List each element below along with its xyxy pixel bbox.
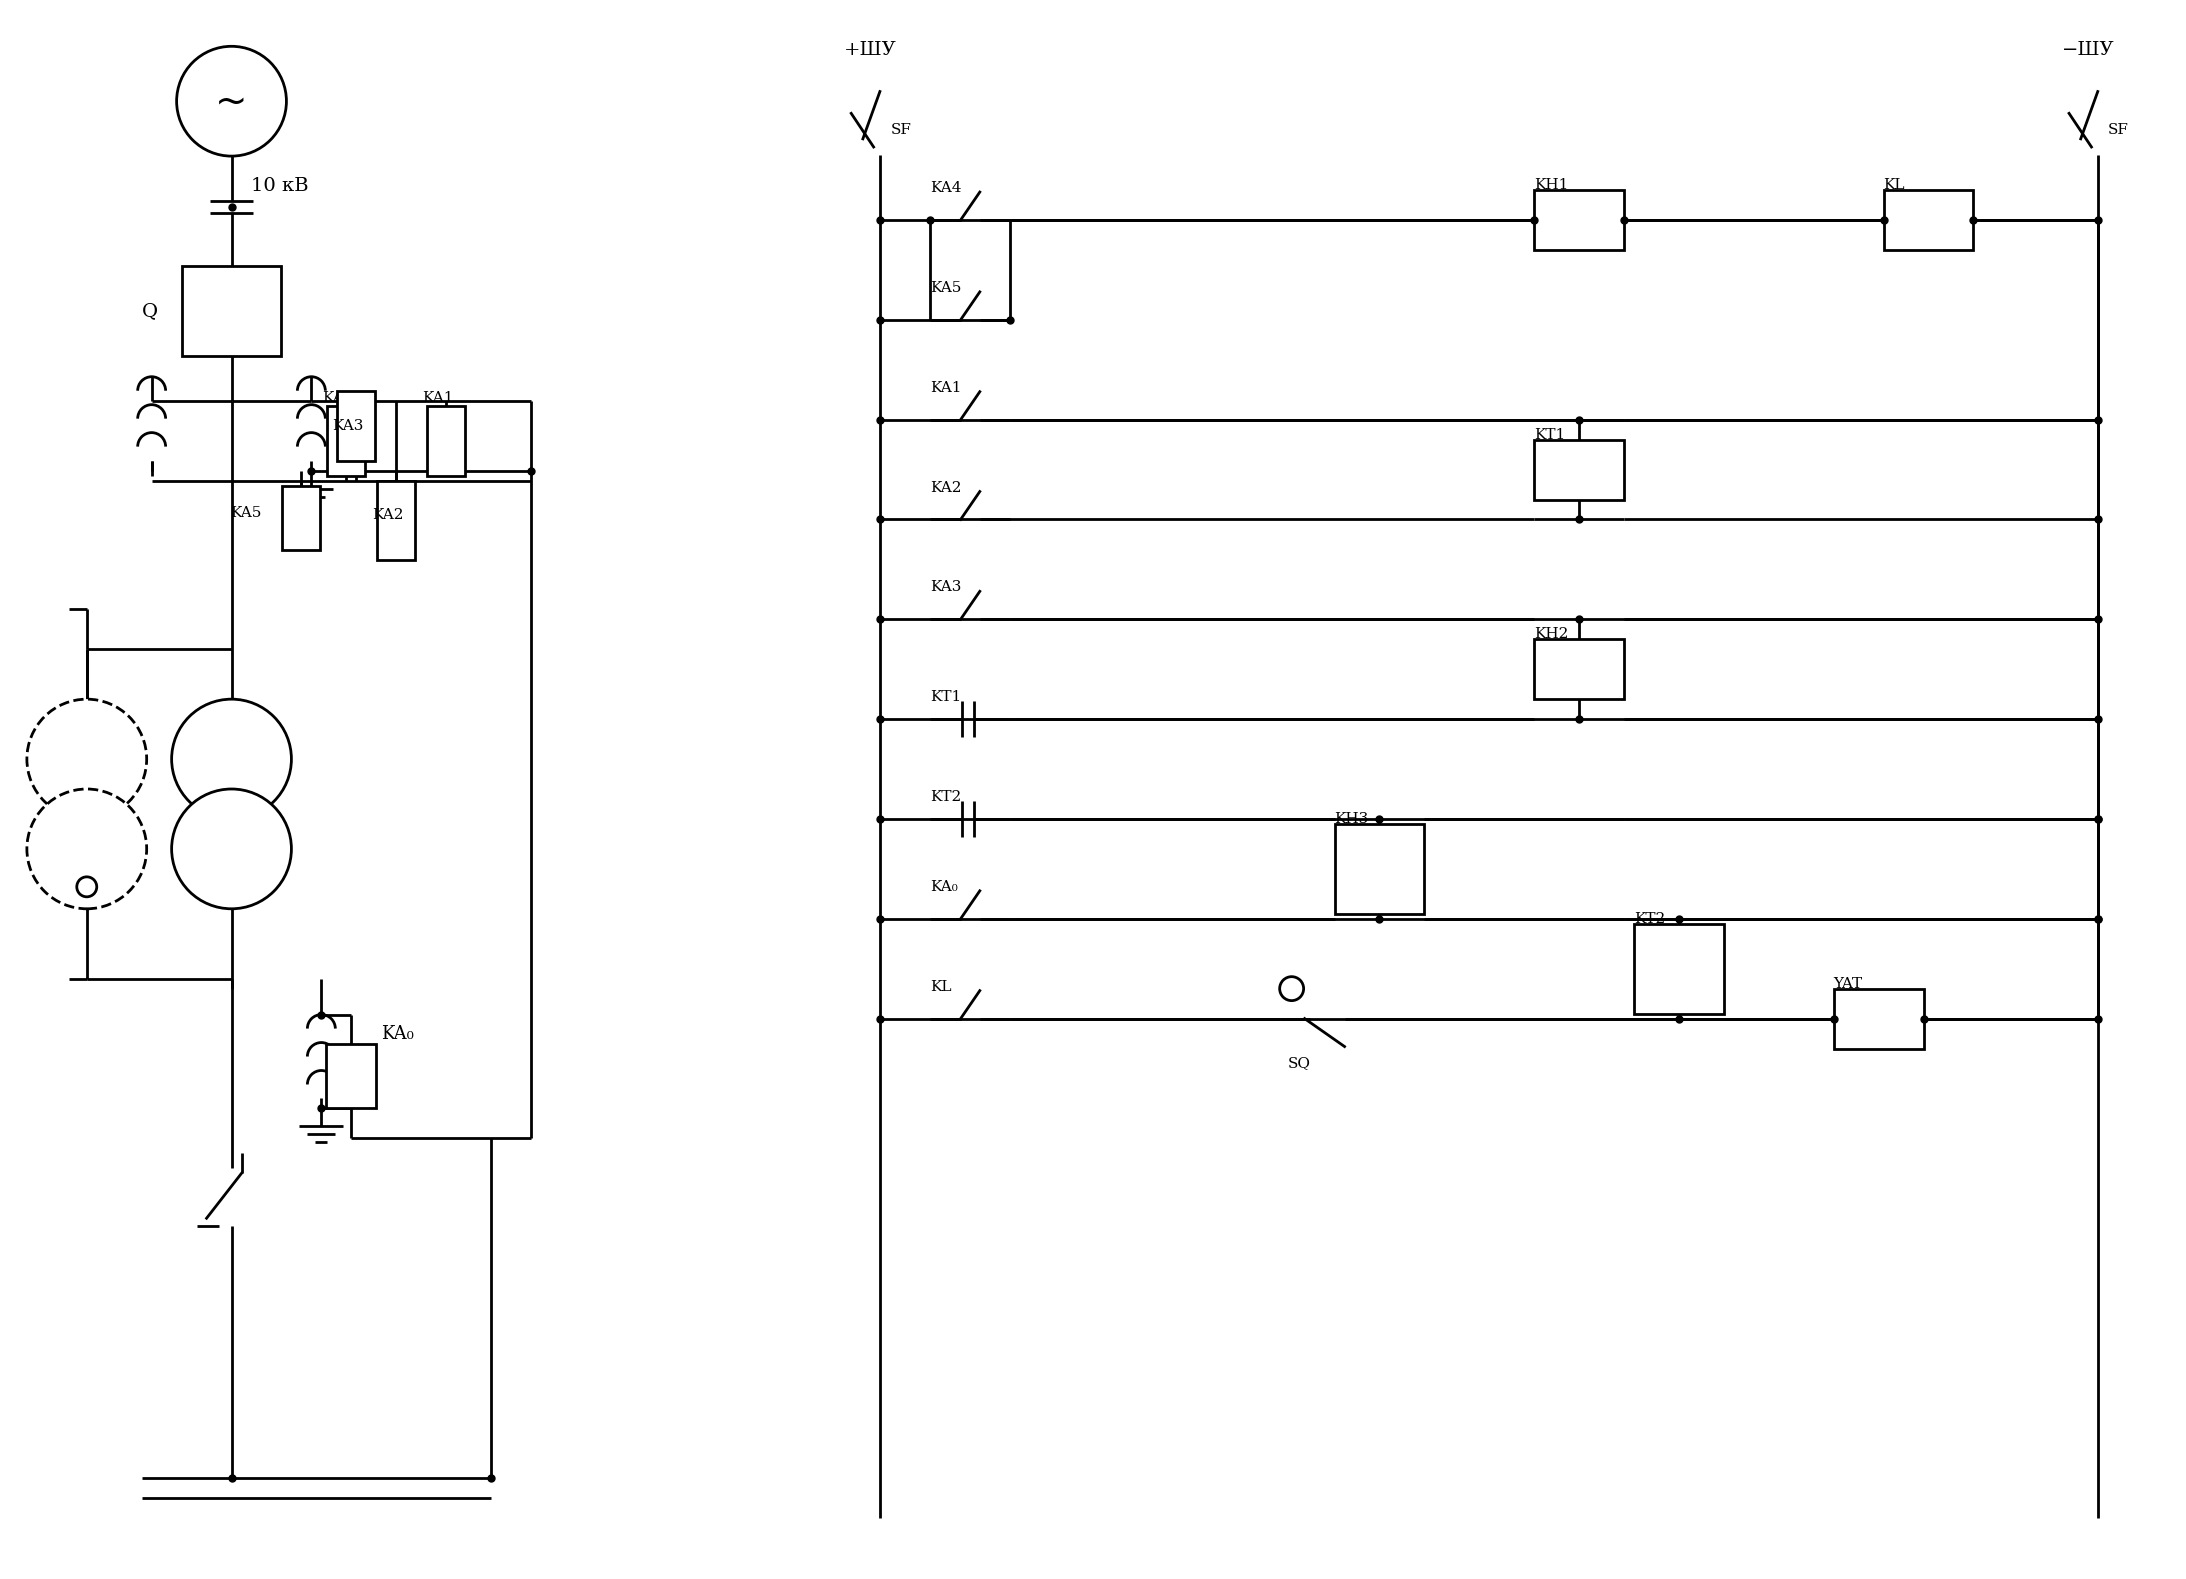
Text: KA₀: KA₀ xyxy=(380,1025,413,1042)
Text: KA5: KA5 xyxy=(931,281,962,295)
Bar xyxy=(1535,639,1624,699)
Circle shape xyxy=(177,46,286,156)
Bar xyxy=(326,1044,376,1108)
Bar xyxy=(1834,988,1924,1048)
Text: +ШУ: +ШУ xyxy=(844,41,896,60)
Text: KA4: KA4 xyxy=(931,182,962,196)
Text: SQ: SQ xyxy=(1288,1056,1312,1071)
Text: YAT: YAT xyxy=(1834,977,1862,990)
Text: Q: Q xyxy=(142,302,157,321)
Text: KT2: KT2 xyxy=(931,790,962,804)
Text: KA1: KA1 xyxy=(931,381,962,395)
Bar xyxy=(337,390,376,461)
Bar xyxy=(181,265,282,355)
Circle shape xyxy=(1279,977,1303,1001)
Text: KA₀: KA₀ xyxy=(931,880,957,894)
Bar xyxy=(1336,824,1425,914)
Text: KA4: KA4 xyxy=(321,390,354,404)
Bar xyxy=(1535,189,1624,249)
Bar xyxy=(1884,189,1974,249)
Text: 10 кВ: 10 кВ xyxy=(251,177,308,196)
Text: SF: SF xyxy=(2107,123,2129,137)
Text: SF: SF xyxy=(890,123,912,137)
Text: −ШУ: −ШУ xyxy=(2061,41,2114,60)
Text: KA2: KA2 xyxy=(931,480,962,494)
Circle shape xyxy=(26,699,146,820)
Text: KA5: KA5 xyxy=(230,505,262,519)
Text: ~: ~ xyxy=(214,82,247,120)
Bar xyxy=(378,480,415,561)
Bar xyxy=(328,406,365,475)
Circle shape xyxy=(173,790,291,910)
Text: KH3: KH3 xyxy=(1336,812,1368,826)
Text: KT1: KT1 xyxy=(1535,428,1565,442)
Text: KH2: KH2 xyxy=(1535,627,1570,641)
Bar xyxy=(1635,924,1725,1014)
Text: KA3: KA3 xyxy=(931,581,962,594)
Bar xyxy=(282,485,321,551)
Text: KA1: KA1 xyxy=(422,390,455,404)
Circle shape xyxy=(173,699,291,820)
Text: KT1: KT1 xyxy=(931,690,962,704)
Text: KH1: KH1 xyxy=(1535,178,1570,193)
Text: KL: KL xyxy=(1884,178,1906,193)
Bar xyxy=(426,406,466,475)
Text: KT2: KT2 xyxy=(1635,911,1666,925)
Bar xyxy=(1535,439,1624,499)
Circle shape xyxy=(26,790,146,910)
Text: KL: KL xyxy=(931,979,951,993)
Text: KA2: KA2 xyxy=(372,508,404,523)
Text: KA3: KA3 xyxy=(332,418,363,433)
Circle shape xyxy=(77,876,96,897)
